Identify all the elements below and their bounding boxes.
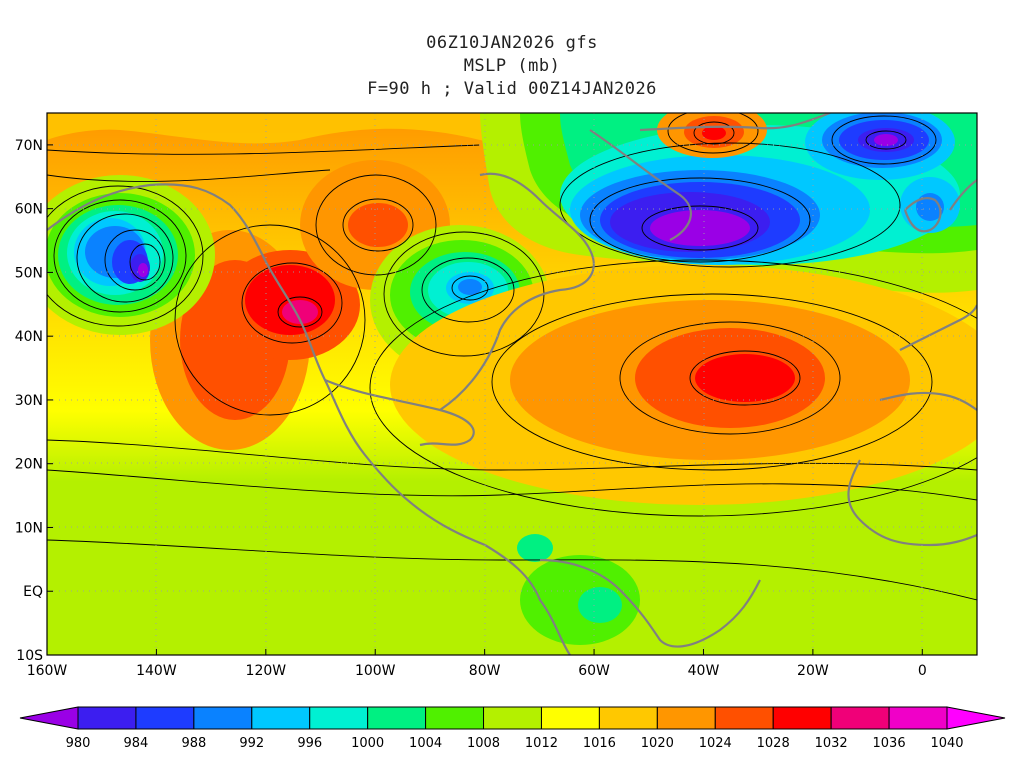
colorbar-swatch xyxy=(425,706,485,730)
colorbar-swatch xyxy=(251,706,311,730)
colorbar-swatch xyxy=(656,706,716,730)
great-basin-high-1032 xyxy=(245,265,335,335)
longitude-ticks: 160W 140W 120W 100W 80W 60W 40W 20W 0 xyxy=(27,649,927,679)
lat-tick-label: 10N xyxy=(15,520,43,536)
map-panel xyxy=(47,113,977,655)
uk-low-992 xyxy=(916,193,944,221)
colorbar-label: 988 xyxy=(181,736,206,751)
lon-tick-label: 40W xyxy=(688,663,720,679)
colorbar-label: 1040 xyxy=(930,736,963,751)
colorbar-swatch xyxy=(193,706,253,730)
colorbar-swatch xyxy=(135,706,195,730)
lon-tick-label: 100W xyxy=(355,663,396,679)
azores-high-1032 xyxy=(695,354,795,402)
colorbar-label: 1032 xyxy=(815,736,848,751)
colorbar: 980 984 988 992 996 1000 1004 1008 1012 1016 1020 1… xyxy=(19,706,1006,751)
lat-tick-label: 10S xyxy=(16,648,43,664)
colorbar-label: 984 xyxy=(124,736,149,751)
colorbar-label: 1000 xyxy=(351,736,384,751)
lat-tick-label: EQ xyxy=(23,584,43,600)
lat-tick-label: 60N xyxy=(15,202,43,218)
atlantic-low-980 xyxy=(650,210,750,246)
lat-tick-label: 50N xyxy=(15,265,43,281)
graticule xyxy=(47,113,977,655)
map-frame xyxy=(46,112,978,656)
colorbar-label: 1024 xyxy=(699,736,732,751)
lat-tick-label: 30N xyxy=(15,393,43,409)
colorbar-swatch xyxy=(540,706,600,730)
lat-tick-label: 40N xyxy=(15,329,43,345)
colorbar-label: 1008 xyxy=(467,736,500,751)
colorbar-swatch xyxy=(77,706,137,730)
lon-tick-label: 0 xyxy=(918,663,927,679)
title-run-time: 06Z10JAN2026 gfs xyxy=(426,33,598,53)
colorbar-label: 1036 xyxy=(873,736,906,751)
colorbar-label: 1004 xyxy=(409,736,442,751)
title-valid-time: F=90 h ; Valid 00Z14JAN2026 xyxy=(367,79,657,99)
lat-tick-label: 70N xyxy=(15,138,43,154)
colorbar-label: 992 xyxy=(239,736,264,751)
colorbar-swatch xyxy=(830,706,890,730)
colorbar-swatch xyxy=(309,706,369,730)
colorbar-swatch xyxy=(888,706,948,730)
colorbar-swatch xyxy=(367,706,427,730)
colorbar-max-arrow xyxy=(946,706,1006,730)
colorbar-label: 1012 xyxy=(525,736,558,751)
colorbar-label: 1020 xyxy=(641,736,674,751)
alaska-low-980 xyxy=(138,263,148,277)
lon-tick-label: 120W xyxy=(246,663,287,679)
colorbar-swatch xyxy=(598,706,658,730)
colorbar-label: 1016 xyxy=(583,736,616,751)
lon-tick-label: 20W xyxy=(797,663,829,679)
hudson-high-1028 xyxy=(348,203,408,247)
norwegian-low-980 xyxy=(874,134,898,146)
title-variable: MSLP (mb) xyxy=(463,56,561,76)
colorbar-label: 996 xyxy=(297,736,322,751)
colorbar-swatch xyxy=(483,706,542,730)
lat-tick-label: 20N xyxy=(15,457,43,473)
colorbar-swatch xyxy=(772,706,832,730)
lon-tick-label: 60W xyxy=(578,663,610,679)
colorbar-min-arrow xyxy=(19,706,79,730)
amazon-low-1004 xyxy=(578,587,622,623)
coastlines xyxy=(47,113,977,655)
colorbar-swatch xyxy=(714,706,774,730)
lon-tick-label: 80W xyxy=(469,663,501,679)
lon-tick-label: 160W xyxy=(27,663,68,679)
colorbar-label: 1028 xyxy=(757,736,790,751)
latitude-ticks: 70N 60N 50N 40N 30N 20N 10N EQ 10S xyxy=(15,138,53,664)
colorbar-label: 980 xyxy=(66,736,91,751)
lakes-low-992 xyxy=(458,279,482,295)
isobar-lines xyxy=(47,113,977,601)
lon-tick-label: 140W xyxy=(136,663,177,679)
greenland-high-1032 xyxy=(702,126,726,140)
colombia-low-1004 xyxy=(517,534,553,562)
